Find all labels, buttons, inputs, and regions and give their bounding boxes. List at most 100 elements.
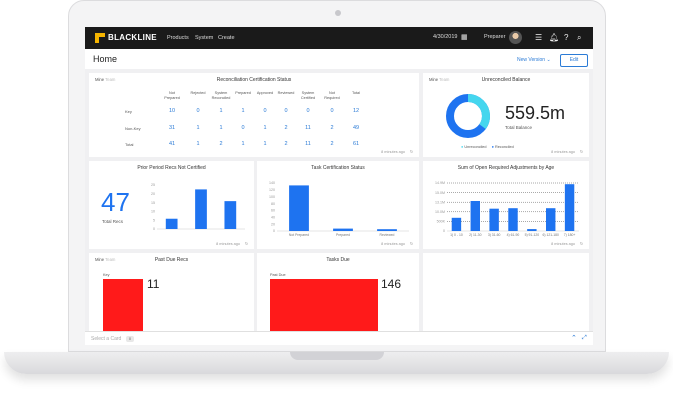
unreconciled-arc [446, 94, 490, 138]
page-title: Home [93, 54, 118, 64]
bar [508, 208, 518, 231]
tab-team[interactable]: Team [105, 77, 116, 82]
card-tasks-due: Tasks Due Past Due 146 [257, 253, 419, 333]
x-tick-label: Reviewed [380, 233, 395, 237]
x-tick-label: 2) 11-30 [469, 233, 481, 237]
recon-cell[interactable]: 1 [219, 108, 223, 114]
recon-cell[interactable]: 31 [168, 125, 176, 131]
avatar[interactable] [509, 31, 522, 44]
expand-icon[interactable]: ⤢ [582, 335, 587, 341]
recon-cell[interactable]: 12 [352, 108, 360, 114]
y-tick-label: 15 [151, 201, 155, 205]
recon-cell[interactable]: 49 [352, 125, 360, 131]
recon-cell[interactable]: 1 [241, 108, 245, 114]
refresh-icon[interactable]: ↻ [244, 242, 248, 246]
pastdue-bar[interactable] [103, 279, 143, 333]
recon-column-header: Prepared [235, 91, 251, 95]
nav-products[interactable]: Products [167, 35, 189, 41]
x-tick-label: Prepared [336, 233, 350, 237]
new-version-dropdown[interactable]: New Version ⌄ [517, 57, 551, 63]
recon-cell[interactable]: 0 [263, 108, 267, 114]
bar [546, 208, 556, 231]
recon-cell[interactable]: 0 [196, 108, 200, 114]
recon-cell[interactable]: 2 [330, 125, 334, 131]
help-icon[interactable]: ? [564, 33, 569, 42]
tab-mine[interactable]: Mine [95, 257, 105, 262]
y-tick-label: 60 [271, 209, 275, 213]
recon-column-header: Approved [256, 91, 274, 95]
edit-button[interactable]: Edit [560, 54, 588, 67]
recon-cell[interactable]: 2 [284, 125, 288, 131]
refresh-icon[interactable]: ↻ [409, 150, 413, 154]
recon-column-header: Not Required [324, 91, 340, 100]
recon-cell[interactable]: 41 [168, 141, 176, 147]
role-label[interactable]: Preparer [484, 34, 506, 40]
tab-team[interactable]: Team [105, 257, 116, 262]
recon-cell[interactable]: 11 [305, 125, 311, 131]
prior-caption: Total Recs [102, 219, 124, 224]
balance-value: 559.5m [505, 103, 566, 123]
search-icon[interactable]: ⌕ [577, 33, 582, 42]
page-header: Home New Version ⌄ Edit [85, 49, 593, 70]
refresh-icon[interactable]: ↻ [409, 242, 413, 246]
y-tick-label: 15.0M [435, 191, 445, 195]
select-card-label[interactable]: Select a Card [91, 336, 122, 342]
card-unreconciled-balance: Mine Team Unreconciled Balance 559.5m To… [423, 73, 589, 157]
bar [470, 201, 480, 231]
updated-time: 8 minutes ago [381, 150, 405, 154]
recon-cell[interactable]: 0 [306, 108, 310, 114]
y-tick-label: 20 [271, 222, 275, 226]
recon-column-header: System Certified [300, 91, 316, 100]
chevron-down-icon: ⌄ [546, 57, 551, 63]
blackline-logo[interactable]: BLACKLINE [95, 33, 157, 43]
adjust-bar-chart: 0 500K 10.0M 13.1M 15.0M 14.9M 1) 0 - 10 2) 11-… [435, 181, 579, 237]
y-tick-label: 0 [273, 229, 275, 233]
y-tick-label: 140 [269, 181, 275, 185]
refresh-icon[interactable]: ↻ [579, 150, 583, 154]
recon-cell[interactable]: 0 [241, 125, 245, 131]
calendar-icon[interactable]: ▦ [461, 34, 468, 41]
recon-cell[interactable]: 0 [330, 108, 334, 114]
recon-cell[interactable]: 1 [263, 125, 267, 131]
y-tick-label: 10.0M [435, 210, 445, 214]
card-title: Tasks Due [326, 257, 350, 263]
bar [451, 217, 462, 231]
recon-row-label: Non-Key [125, 126, 141, 131]
pastdue-tabs: Mine Team [95, 257, 115, 262]
tab-mine[interactable]: Mine [429, 77, 439, 82]
recon-cell[interactable]: 1 [196, 125, 200, 131]
tasksdue-bar[interactable] [270, 279, 378, 333]
nav-create[interactable]: Create [218, 35, 235, 41]
recon-cell[interactable]: 1 [219, 125, 223, 131]
recon-cell[interactable]: 1 [196, 141, 200, 147]
y-tick-label: 0 [153, 227, 155, 231]
recon-cell[interactable]: 2 [284, 141, 288, 147]
recon-cell[interactable]: 61 [352, 141, 360, 147]
recon-tabs: Mine Team [95, 77, 115, 82]
list-icon[interactable]: ☰ [535, 33, 543, 42]
recon-row-label: Total [125, 142, 134, 147]
card-prior-period: Prior Period Recs Not Certified 47 Total… [89, 161, 254, 249]
donut-legend: ● Unreconciled ● Reconciled [461, 145, 514, 149]
recon-cell[interactable]: 11 [305, 141, 311, 147]
refresh-icon[interactable]: ↻ [579, 242, 583, 246]
recon-cell[interactable]: 1 [241, 141, 245, 147]
recon-cell[interactable]: 1 [263, 141, 267, 147]
card-title: Sum of Open Required Adjustments by Age [457, 165, 555, 171]
period-date[interactable]: 4/30/2019 [433, 34, 458, 40]
updated-time: 8 minutes ago [216, 242, 240, 246]
tab-mine[interactable]: Mine [95, 77, 105, 82]
nav-system[interactable]: System [195, 35, 214, 41]
x-tick-label: 4) 61-90 [507, 233, 520, 237]
bell-icon[interactable]: 🔔︎ [549, 33, 560, 42]
recon-cell[interactable]: 10 [168, 108, 176, 114]
card-title: Task Certification Status [311, 165, 365, 171]
pastdue-value: 11 [147, 277, 160, 291]
recon-cell[interactable]: 2 [330, 141, 334, 147]
recon-cell[interactable]: 0 [284, 108, 288, 114]
card-adjustments-by-age: Sum of Open Required Adjustments by Age … [423, 161, 589, 249]
recon-cell[interactable]: 2 [219, 141, 223, 147]
collapse-icon[interactable]: ⌃ [571, 335, 577, 342]
bar [377, 229, 397, 231]
tab-team[interactable]: Team [439, 77, 450, 82]
